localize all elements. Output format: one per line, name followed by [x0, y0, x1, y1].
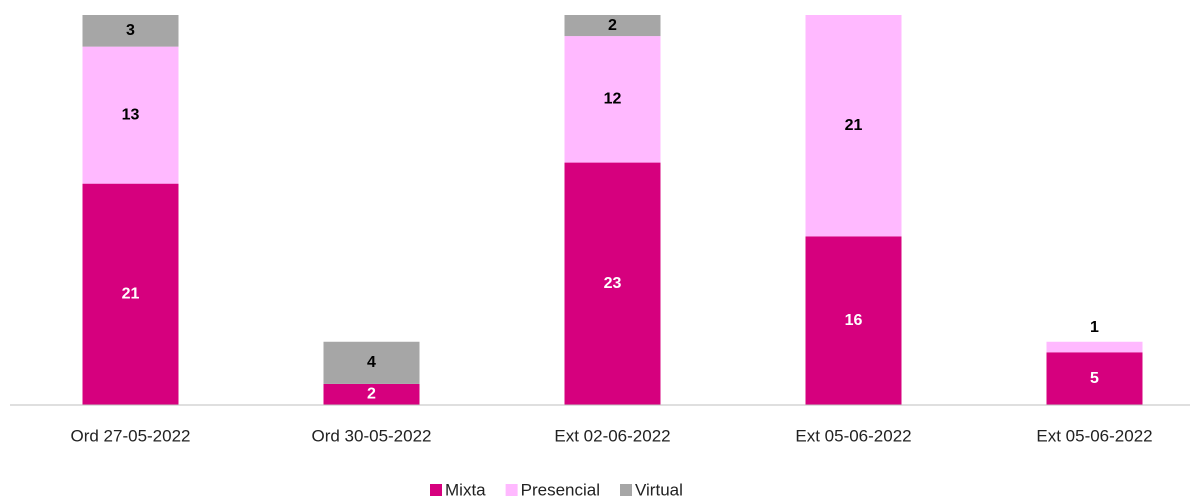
legend-label: Presencial [521, 480, 600, 499]
legend-swatch [505, 484, 518, 496]
data-label: 3 [126, 22, 135, 39]
bar-segment [1046, 352, 1143, 405]
x-tick-label: Ext 02-06-2022 [554, 426, 670, 445]
bar-segment [82, 183, 179, 405]
bar-segment [805, 15, 902, 237]
bar-segment [1046, 341, 1143, 353]
bar-segment [323, 341, 420, 384]
bar-segment [564, 162, 661, 405]
bar-segment [82, 15, 179, 47]
bar-segment [564, 36, 661, 163]
bar-segment [564, 15, 661, 37]
data-label: 4 [367, 354, 376, 371]
bar-segment [323, 383, 420, 405]
x-tick-label: Ext 05-06-2022 [1036, 426, 1152, 445]
x-tick-label: Ord 27-05-2022 [70, 426, 190, 445]
x-tick-label: Ext 05-06-2022 [795, 426, 911, 445]
bar-segment [805, 236, 902, 405]
data-label: 23 [604, 275, 622, 292]
data-label: 21 [122, 286, 140, 303]
x-tick-label: Ord 30-05-2022 [311, 426, 431, 445]
data-label: 2 [367, 386, 376, 403]
data-label: 2 [608, 17, 617, 34]
legend-swatch [620, 484, 632, 496]
data-label: 5 [1090, 370, 1099, 387]
legend-swatch [430, 484, 442, 496]
legend-label: Virtual [635, 480, 683, 499]
bar-segment [82, 46, 179, 184]
data-label: 13 [122, 106, 140, 123]
data-label: 12 [604, 91, 622, 108]
data-label: 1 [1090, 319, 1099, 336]
legend-label: Mixta [445, 480, 486, 499]
data-label: 16 [845, 312, 863, 329]
data-label: 21 [845, 117, 863, 134]
